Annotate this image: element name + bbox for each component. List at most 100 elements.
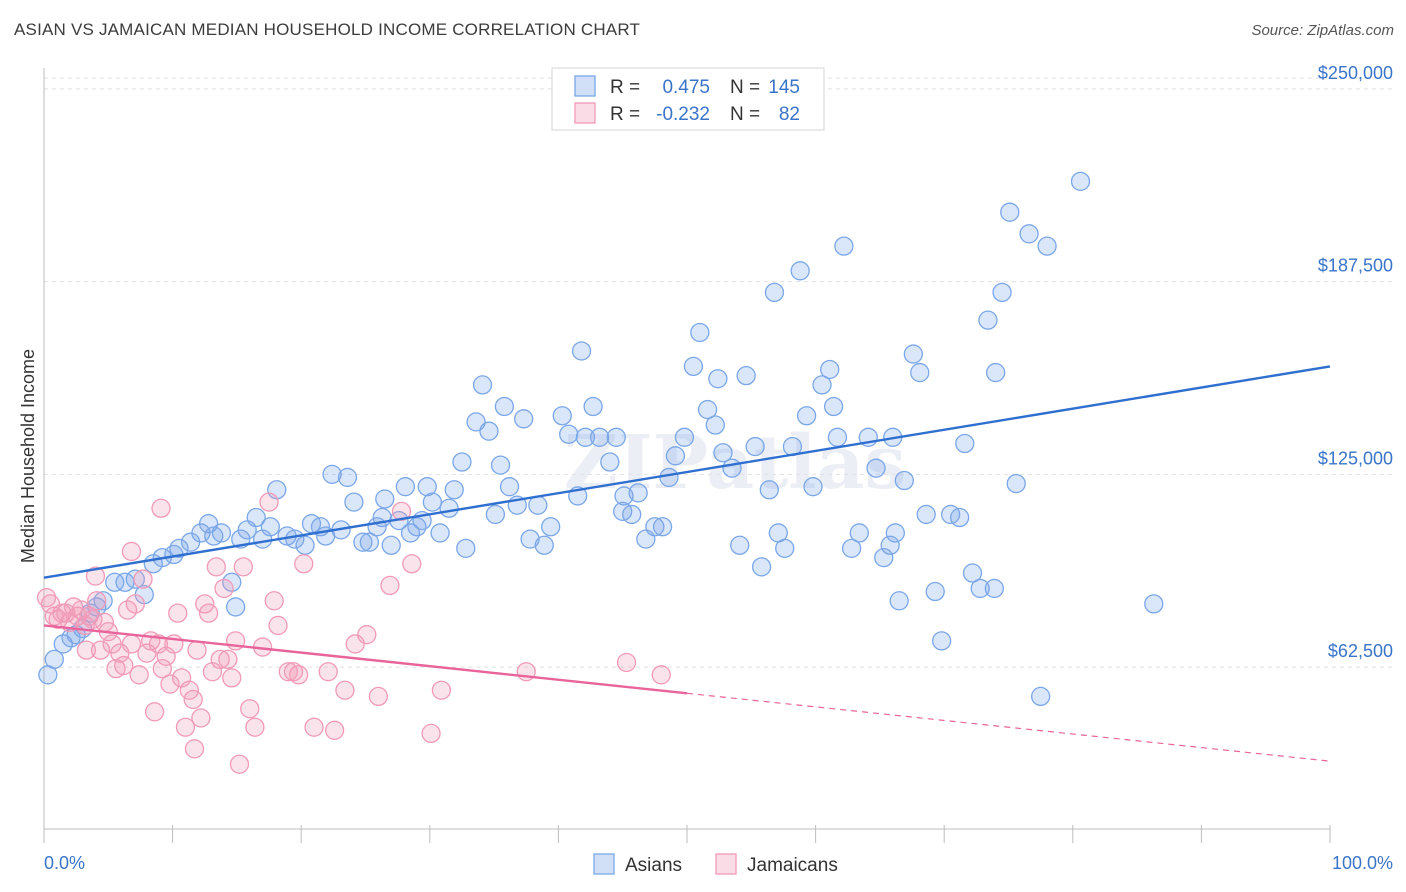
data-point — [283, 662, 304, 682]
data-point — [246, 507, 266, 528]
data-point — [583, 396, 603, 417]
data-point — [90, 640, 111, 660]
series-asians — [38, 171, 1164, 707]
data-point — [324, 720, 345, 740]
legend-swatch — [574, 75, 596, 97]
data-point — [1000, 202, 1020, 222]
data-point — [1070, 171, 1091, 192]
data-point — [659, 467, 679, 488]
data-point — [722, 458, 742, 478]
x-tick-labels: 0.0% 100.0% — [44, 853, 1393, 873]
data-point — [106, 658, 126, 679]
data-point — [885, 523, 905, 543]
data-point — [357, 625, 377, 645]
data-point — [402, 554, 422, 574]
data-point — [264, 591, 284, 611]
legend-swatch — [715, 853, 737, 875]
data-point — [628, 483, 648, 503]
data-point — [490, 455, 511, 475]
legend-r-value: 0.475 — [662, 77, 710, 98]
data-point — [114, 655, 134, 676]
axes — [43, 68, 1331, 843]
data-point — [910, 362, 930, 383]
data-point — [730, 535, 750, 555]
data-point — [559, 424, 579, 444]
data-point — [229, 754, 250, 774]
data-point — [849, 523, 869, 543]
data-point — [645, 517, 665, 537]
data-point — [985, 362, 1006, 383]
legend-bottom: Asians Jamaicans — [593, 853, 838, 876]
trend-line-extension — [686, 692, 1331, 762]
data-point — [903, 344, 923, 364]
data-point — [823, 396, 844, 417]
data-point — [978, 310, 998, 330]
data-point — [834, 236, 854, 256]
data-point — [452, 452, 472, 472]
data-point — [294, 554, 314, 574]
data-point — [1006, 473, 1026, 494]
data-point — [204, 526, 224, 546]
data-point — [759, 480, 779, 500]
data-point — [456, 538, 476, 559]
data-point — [430, 523, 450, 543]
data-point — [144, 702, 165, 722]
data-point — [571, 341, 592, 361]
data-point — [494, 396, 515, 417]
data-point — [534, 535, 554, 555]
data-point — [1031, 686, 1051, 707]
data-point — [210, 649, 230, 670]
legend-label: Jamaicans — [747, 855, 838, 876]
data-point — [160, 674, 180, 694]
data-point — [485, 504, 506, 525]
data-point — [764, 282, 785, 303]
legend-n-value: 82 — [779, 104, 800, 125]
trend-lines — [43, 365, 1331, 762]
source-label: Source: ZipAtlas.com — [1251, 22, 1394, 39]
data-point — [85, 566, 106, 586]
data-point — [984, 578, 1005, 599]
data-point — [218, 649, 238, 670]
data-point — [889, 591, 909, 611]
data-point — [925, 581, 945, 602]
series-jamaicans — [36, 492, 671, 774]
x-tick-label: 0.0% — [44, 853, 85, 873]
legend-n-value: 145 — [768, 77, 800, 98]
data-point — [117, 600, 138, 620]
data-point — [337, 467, 358, 488]
data-point — [76, 640, 97, 660]
data-point — [191, 708, 211, 728]
chart-title: ASIAN VS JAMAICAN MEDIAN HOUSEHOLD INCOM… — [14, 20, 641, 39]
legend-r-label: R = — [610, 104, 640, 125]
data-point — [697, 399, 718, 420]
data-point — [105, 572, 125, 592]
data-point — [87, 591, 107, 611]
data-point — [790, 261, 810, 281]
data-point — [514, 409, 534, 429]
data-point — [83, 609, 103, 629]
data-point — [803, 477, 823, 497]
legend-r-value: -0.232 — [656, 104, 710, 125]
data-point — [184, 739, 205, 759]
data-point — [304, 717, 324, 737]
data-point — [499, 477, 520, 497]
data-point — [751, 557, 772, 577]
data-point — [288, 665, 309, 685]
y-tick-label: $62,500 — [1328, 641, 1393, 661]
data-point — [690, 322, 710, 343]
legend-n-label: N = — [730, 77, 760, 98]
y-axis-title: Median Household Income — [18, 349, 38, 563]
data-point — [652, 517, 673, 537]
data-point — [1144, 594, 1164, 614]
data-point — [683, 356, 704, 377]
data-point — [222, 572, 242, 592]
data-point — [866, 458, 886, 478]
data-point — [992, 282, 1012, 303]
data-point — [198, 603, 219, 623]
data-point — [175, 717, 196, 737]
data-point — [183, 689, 203, 710]
data-point — [395, 477, 416, 497]
data-point — [233, 557, 253, 577]
legend-top: R = 0.475 N = 145 R = -0.232 N = 82 — [551, 67, 825, 131]
data-point — [931, 631, 952, 651]
